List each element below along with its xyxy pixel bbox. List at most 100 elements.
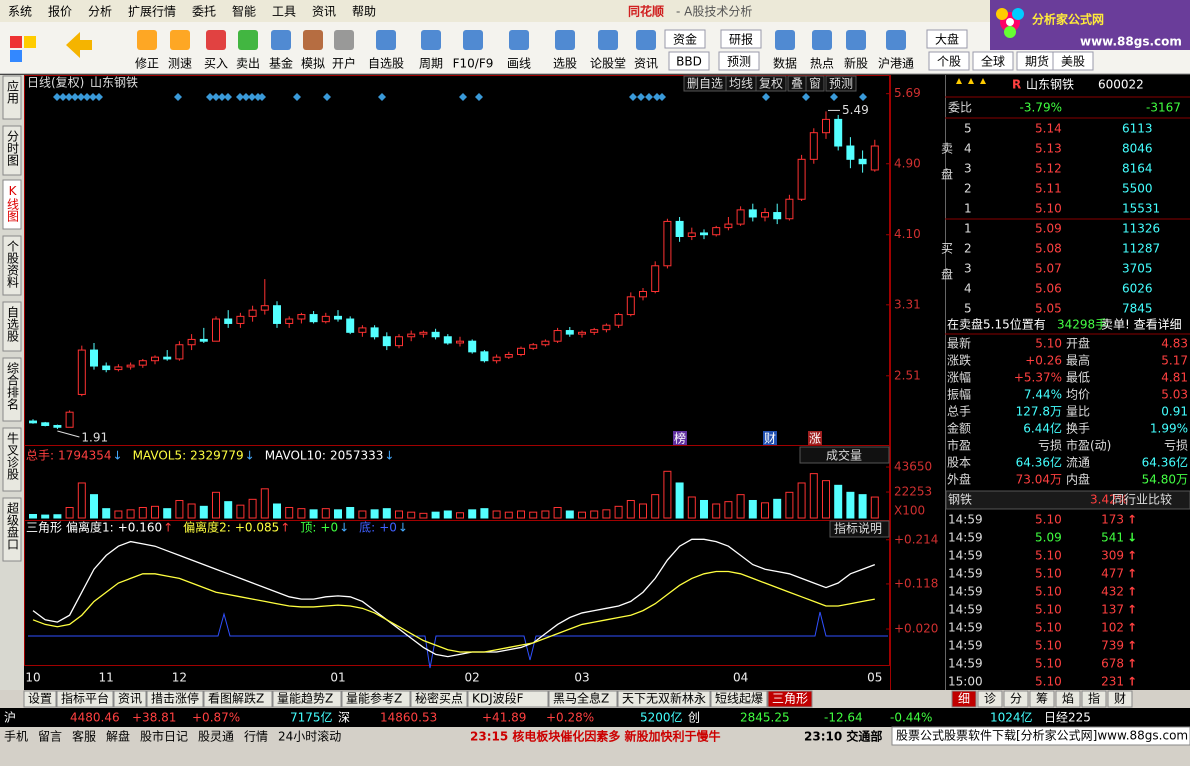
quote-tab-label[interactable]: 细 [958,692,970,706]
panel-button-label[interactable]: 指标说明 [834,521,882,536]
quote-tab[interactable] [977,690,1003,708]
bottom-tab-label[interactable]: KDJ波段F [472,691,524,706]
quote-tab-label[interactable]: 指 [1088,691,1100,706]
menu-item[interactable]: 分析 [88,5,112,19]
side-tab[interactable] [2,179,22,230]
footer-link[interactable]: 解盘 [106,729,130,744]
chart-button[interactable] [825,75,857,92]
menu-item[interactable]: 工具 [272,5,296,19]
bottom-tab-label[interactable]: 资讯 [118,692,142,706]
quote-tab-label[interactable]: 财 [1114,692,1126,706]
chart-button-label[interactable]: 窗 [809,77,821,91]
bottom-tab[interactable] [56,690,114,708]
quote-tab[interactable] [1029,690,1055,708]
quote-tab[interactable] [1107,690,1133,708]
menu-item[interactable]: 智能 [232,4,256,19]
chart-button-label[interactable]: 预测 [829,77,853,91]
toolbar-button[interactable]: 自选股 [368,57,404,71]
toolbar-button[interactable]: 全球 [981,54,1005,69]
chart-button[interactable] [805,75,825,92]
toolbar-button[interactable]: 卖出 [236,57,260,71]
chart-button-label[interactable]: 复权 [759,77,783,91]
toolbar-button[interactable]: 模拟 [301,57,325,71]
ad-link[interactable]: 股票公式股票软件下载[分析家公式网]www.88gs.com [896,728,1188,743]
bottom-tab-label[interactable]: 量能参考Z [346,691,402,706]
side-tab[interactable] [2,427,22,492]
bottom-tab[interactable] [272,690,342,708]
bottom-tab[interactable] [617,690,711,708]
bottom-tab-label[interactable]: 秘密买点 [415,691,463,706]
side-tab[interactable] [2,75,22,120]
menu-item[interactable]: 扩展行情 [128,5,176,19]
footer-link[interactable]: 股灵通 [198,730,234,744]
quote-tab-label[interactable]: 筹 [1036,692,1048,706]
quote-tab[interactable] [1003,690,1029,708]
bottom-tab-label[interactable]: 三角形 [772,692,808,706]
footer-link[interactable]: 留言 [38,730,62,744]
toolbar-button[interactable]: 开户 [332,56,356,71]
chart-button-label[interactable]: 删自选 [687,77,723,91]
quote-tab-label[interactable]: 诊 [984,692,996,706]
toolbar-button[interactable]: 周期 [419,57,443,71]
toolbar-button[interactable]: F10/F9 [453,57,494,71]
panel-button-label[interactable]: 成交量 [826,448,862,463]
panel-button[interactable] [829,520,890,538]
toolbar-button[interactable]: 期货 [1025,54,1049,69]
toolbar-button[interactable]: 买入 [204,57,228,71]
toolbar-button[interactable]: 论股堂 [590,57,626,71]
menu-item[interactable]: 报价 [48,4,72,19]
toolbar-button[interactable]: 数据 [773,56,797,71]
bottom-tab[interactable] [767,690,813,708]
bottom-tab[interactable] [203,690,273,708]
back-button[interactable] [66,32,92,58]
footer-link[interactable]: 行情 [244,730,268,744]
bottom-tab[interactable] [467,690,549,708]
bottom-tab[interactable] [548,690,618,708]
toolbar-button[interactable]: 预测 [727,55,751,69]
bottom-tab[interactable] [410,690,468,708]
bottom-tab-label[interactable]: 看图解跌Z [208,691,264,706]
bottom-tab-label[interactable]: 量能趋势Z [277,692,333,706]
toolbar-button[interactable]: 美股 [1061,55,1085,69]
toolbar-button[interactable]: 基金 [269,56,293,71]
quote-tab[interactable] [1055,690,1081,708]
bottom-tab[interactable] [146,690,204,708]
toolbar-button[interactable]: 沪港通 [878,57,914,71]
toolbar-button[interactable]: 大盘 [935,32,959,47]
bottom-tab[interactable] [23,690,57,708]
toolbar-button[interactable]: 选股 [553,57,577,71]
bottom-tab[interactable] [341,690,411,708]
bottom-tab-label[interactable]: 设置 [28,692,52,706]
side-tab[interactable] [2,235,22,296]
footer-link[interactable]: 24小时滚动 [278,729,341,744]
bottom-tab-label[interactable]: 短线起爆 [715,692,763,706]
menu-item[interactable]: 资讯 [312,5,336,19]
toolbar-button[interactable]: 资金 [673,32,697,47]
side-tab[interactable] [2,357,22,422]
industry-link[interactable]: 同行业比较 [1112,492,1172,507]
bottom-tab-label[interactable]: 天下无双新林永 [622,691,706,706]
menu-item[interactable]: 系统 [8,5,32,19]
footer-link[interactable]: 客服 [72,729,96,744]
bottom-tab-label[interactable]: 措击涨停 [151,691,199,706]
quote-tab-label[interactable]: 分 [1010,692,1022,706]
chart-button-label[interactable]: 均线 [729,77,753,91]
bottom-tab-label[interactable]: 指标平台 [61,691,109,706]
quote-tab-label[interactable]: 焰 [1062,691,1074,706]
toolbar-button[interactable]: 资讯 [634,57,658,71]
chart-button-label[interactable]: 叠 [791,77,803,91]
bottom-tab[interactable] [113,690,147,708]
toolbar-button[interactable]: 修正 [135,56,159,71]
chart-button[interactable] [755,75,787,92]
side-tab[interactable] [2,497,22,562]
toolbar-button[interactable]: 个股 [937,55,961,69]
quote-tab[interactable] [951,690,977,708]
panel-button[interactable] [799,446,890,464]
toolbar-button[interactable]: 热点 [810,57,834,71]
toolbar-button[interactable]: 新股 [844,56,868,71]
toolbar-button[interactable]: 画线 [507,57,531,71]
toolbar-button[interactable]: 测速 [168,57,192,71]
footer-link[interactable]: 手机 [4,730,28,744]
menu-item[interactable]: 帮助 [352,5,376,19]
side-tab[interactable] [2,301,22,352]
